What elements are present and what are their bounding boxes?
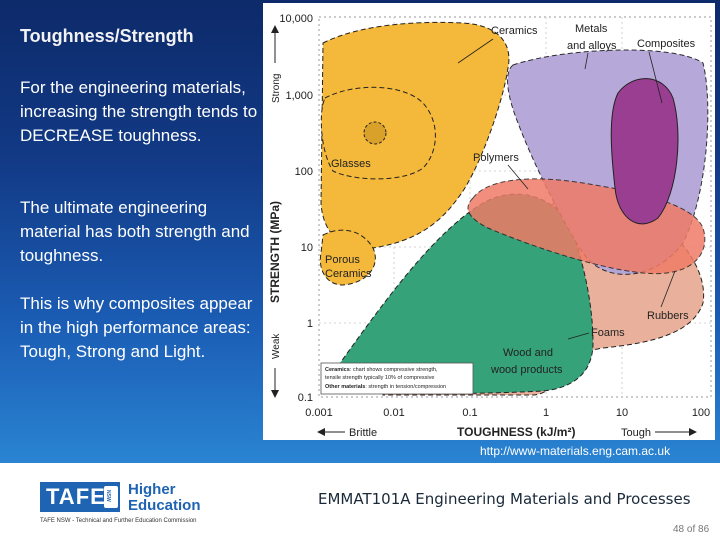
note-line-1: Ceramics: chart shows compressive streng… <box>325 367 438 373</box>
label-foams: Foams <box>591 327 625 339</box>
label-polymers: Polymers <box>473 152 519 164</box>
label-wood-2: wood products <box>490 364 563 376</box>
composites-region <box>610 78 679 225</box>
paragraph-ultimate-material: The ultimate engineering material has bo… <box>20 198 250 265</box>
label-metals-2: and alloys <box>567 40 617 52</box>
label-porous-2: Ceramics <box>325 268 372 280</box>
label-metals-1: Metals <box>575 23 608 35</box>
nsw-badge: NSW <box>104 486 118 508</box>
tafe-org-name: TAFE NSW - Technical and Further Educati… <box>40 518 197 524</box>
y-tick-0.1: 0.1 <box>298 392 313 404</box>
course-title: EMMAT101A Engineering Materials and Proc… <box>318 490 691 508</box>
label-wood-1: Wood and <box>503 347 553 359</box>
label-composites: Composites <box>637 38 696 50</box>
source-url: http://www-materials.eng.cam.ac.uk <box>480 444 671 458</box>
paragraph-strength-toughness: For the engineering materials, increasin… <box>20 78 258 145</box>
arrow-down-icon <box>271 390 279 398</box>
x-axis-label: TOUGHNESS (kJ/m²) <box>457 425 575 439</box>
y-axis-label: STRENGTH (MPa) <box>268 201 282 303</box>
y-tick-1000: 1,000 <box>285 90 313 102</box>
y-weak-label: Weak <box>271 333 282 359</box>
paragraph-composites: This is why composites appear in the hig… <box>20 294 253 361</box>
logo-line-1: Higher <box>128 481 176 498</box>
arrow-up-icon <box>271 25 279 33</box>
y-tick-1: 1 <box>307 318 313 330</box>
porous-ceramics-region <box>319 229 376 286</box>
note-line-2: tensile strength typically 10% of compre… <box>325 375 434 381</box>
ashby-diagram-svg: Ceramics Metals and alloys Composites Gl… <box>268 13 712 439</box>
x-tick-100: 100 <box>692 407 710 419</box>
y-tick-10: 10 <box>301 242 313 254</box>
ashby-chart: Ceramics Metals and alloys Composites Gl… <box>263 3 715 440</box>
x-tick-10: 10 <box>616 407 628 419</box>
x-brittle-label: Brittle <box>349 427 377 439</box>
y-tick-10000: 10,000 <box>279 13 313 25</box>
y-tick-100: 100 <box>295 166 313 178</box>
slide-heading: Toughness/Strength <box>20 26 194 46</box>
x-tick-1: 1 <box>543 407 549 419</box>
label-porous-1: Porous <box>325 254 360 266</box>
arrow-left-icon <box>317 428 325 436</box>
arrow-right-icon <box>689 428 697 436</box>
x-tick-0.1: 0.1 <box>462 407 477 419</box>
y-strong-label: Strong <box>271 74 282 103</box>
note-line-3: Other materials: strength in tension/com… <box>325 384 446 390</box>
x-tough-label: Tough <box>621 427 651 439</box>
logo-line-2: Education <box>128 497 201 514</box>
x-tick-0.01: 0.01 <box>383 407 404 419</box>
higher-education-label: Higher Education <box>128 482 201 514</box>
label-ceramics: Ceramics <box>491 25 538 37</box>
label-glasses: Glasses <box>331 158 371 170</box>
note-box <box>320 362 474 395</box>
label-rubbers: Rubbers <box>647 310 689 322</box>
glass-marker <box>363 121 387 145</box>
x-tick-0.001: 0.001 <box>305 407 333 419</box>
page-number: 48 of 86 <box>673 524 710 535</box>
